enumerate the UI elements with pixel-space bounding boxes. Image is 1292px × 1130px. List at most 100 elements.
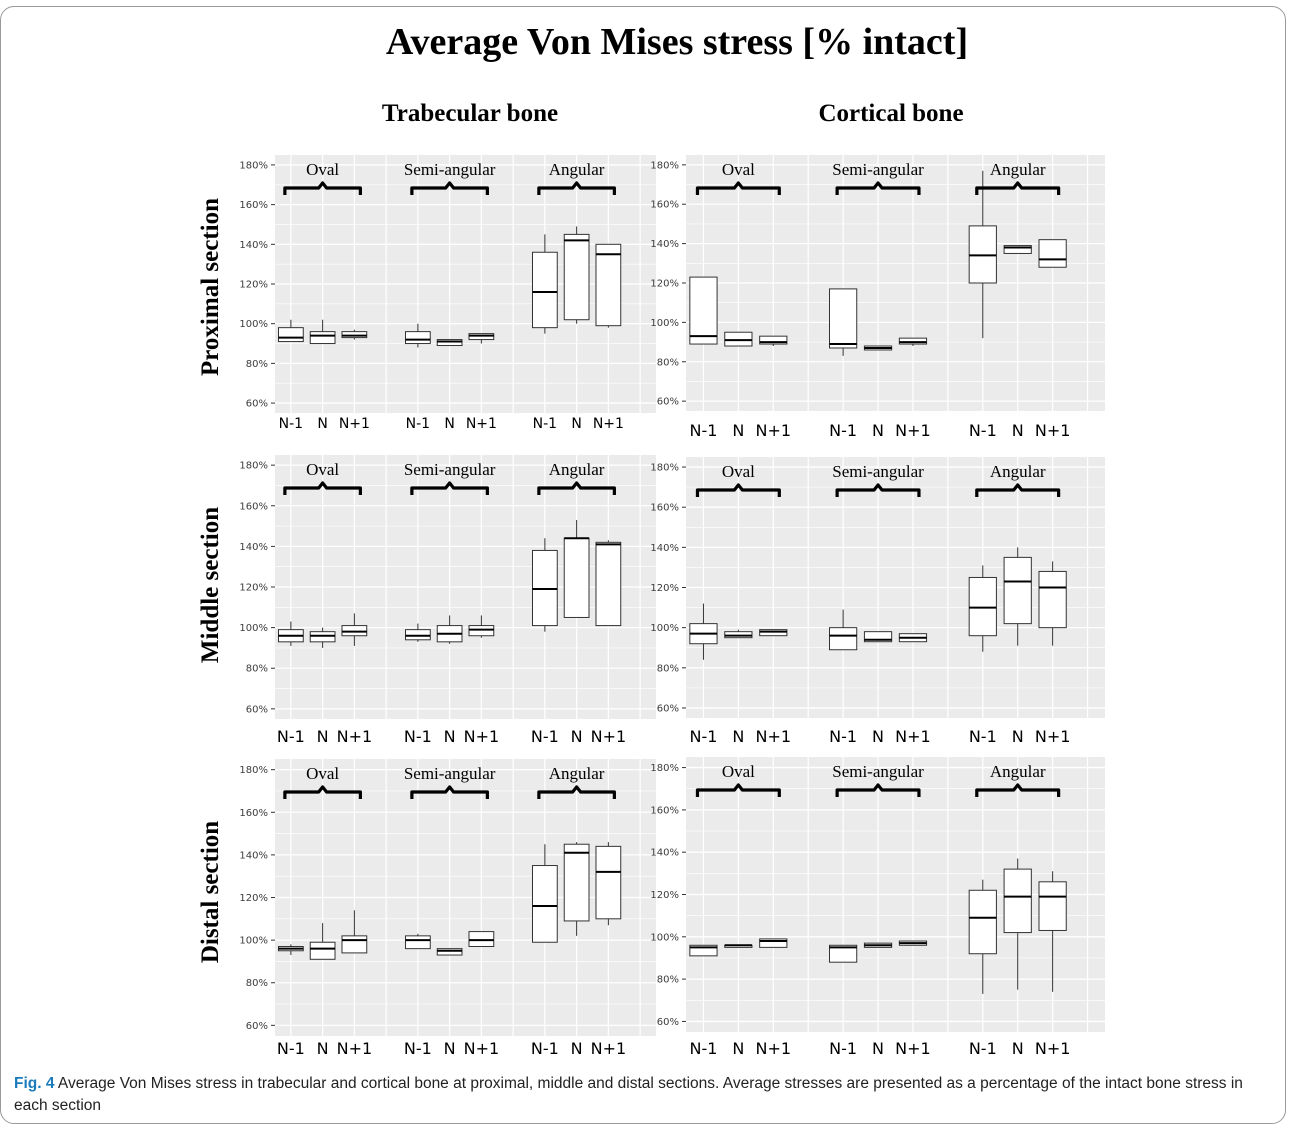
x-category-label: N [1012, 1039, 1024, 1058]
y-tick-label: 180% [239, 461, 268, 472]
group-label: Angular [990, 462, 1046, 481]
y-tick-label: 60% [657, 1017, 679, 1028]
y-tick-label: 180% [650, 463, 679, 474]
x-category-label: N [571, 416, 581, 432]
group-label: Angular [549, 764, 605, 783]
box-semi-angular-n-1 [829, 627, 858, 651]
box-angular-n+1 [595, 243, 622, 327]
x-category-label: N+1 [895, 1039, 931, 1058]
x-category-label: N-1 [829, 727, 857, 746]
group-bracket [537, 181, 616, 195]
x-category-label: N-1 [829, 1039, 857, 1058]
x-category-label: N-1 [279, 416, 303, 432]
box-angular-n [1003, 868, 1032, 934]
box-semi-angular-n-1 [404, 629, 431, 641]
figure-title: Average Von Mises stress [% intact] [386, 21, 968, 63]
group-label: Oval [306, 460, 339, 479]
y-tick-label: 120% [239, 583, 268, 594]
chart-panel-3: 60% 80% 100% 120% 140% 160% 180% Oval N-1 N N+1 Sem… [239, 455, 656, 746]
y-tick-label: 140% [650, 239, 679, 250]
box-semi-angular-n [436, 948, 463, 956]
x-category-label: N+1 [895, 421, 931, 440]
x-category-label: N+1 [337, 1039, 373, 1058]
box-angular-n-1 [531, 251, 558, 329]
group-bracket [410, 785, 489, 799]
x-category-label: N+1 [339, 416, 370, 432]
group-bracket [537, 481, 616, 495]
y-tick-label: 120% [650, 583, 679, 594]
box-oval-n-1 [689, 944, 718, 957]
box-oval-n+1 [759, 629, 788, 637]
box-oval-n+1 [759, 938, 788, 948]
chart-panel-2: 60% 80% 100% 120% 140% 160% 180% Oval N-1 N N+1 Sem… [650, 155, 1105, 440]
y-tick-label: 60% [246, 704, 268, 715]
y-tick-label: 160% [239, 501, 268, 512]
group-label: Oval [722, 160, 755, 179]
group-bracket [410, 181, 489, 195]
x-category-label: N-1 [689, 1039, 717, 1058]
box-angular-n [1003, 556, 1032, 625]
column-title-trabecular: Trabecular bone [382, 100, 558, 127]
y-tick-label: 180% [239, 765, 268, 776]
x-category-label: N-1 [689, 421, 717, 440]
box-angular-n [1003, 245, 1032, 254]
y-tick-label: 60% [657, 703, 679, 714]
y-tick-label: 180% [650, 160, 679, 171]
y-tick-label: 140% [650, 848, 679, 859]
group-bracket [835, 181, 921, 195]
group-label: Oval [722, 462, 755, 481]
box-angular-n-1 [968, 576, 997, 637]
x-category-label: N+1 [466, 416, 497, 432]
y-tick-label: 100% [650, 318, 679, 329]
y-tick-label: 160% [650, 503, 679, 514]
chart-panel-6: 60% 80% 100% 120% 140% 160% 180% Oval N-1 N N+1 Sem… [650, 757, 1105, 1058]
row-title-middle: Middle section [197, 507, 224, 663]
box-oval-n [309, 631, 336, 643]
x-category-label: N-1 [829, 421, 857, 440]
x-category-label: N-1 [404, 1039, 432, 1058]
box-semi-angular-n-1 [404, 331, 431, 345]
box-angular-n+1 [1038, 239, 1067, 268]
group-label: Semi-angular [404, 764, 496, 783]
x-category-label: N+1 [337, 727, 373, 746]
y-tick-label: 100% [650, 623, 679, 634]
box-angular-n-1 [531, 549, 558, 627]
y-tick-label: 160% [239, 808, 268, 819]
figure-caption: Fig. 4 Average Von Mises stress in trabe… [14, 1073, 1276, 1117]
box-angular-n+1 [1038, 570, 1067, 629]
x-category-label: N+1 [756, 1039, 792, 1058]
x-category-label: N [1012, 421, 1024, 440]
x-category-label: N [571, 727, 583, 746]
x-category-label: N [317, 416, 327, 432]
box-angular-n+1 [595, 845, 622, 920]
group-bracket [695, 181, 781, 195]
y-tick-label: 120% [239, 280, 268, 291]
chart-panel-1: 60% 80% 100% 120% 140% 160% 180% Oval N-1 N N+1 Sem… [239, 155, 656, 432]
x-category-label: N-1 [531, 1039, 559, 1058]
x-category-label: N+1 [591, 727, 627, 746]
group-bracket [283, 785, 362, 799]
box-semi-angular-n-1 [404, 935, 431, 950]
x-category-label: N [732, 1039, 744, 1058]
box-semi-angular-n [863, 631, 893, 643]
group-bracket [695, 783, 781, 797]
group-label: Oval [722, 762, 755, 781]
x-category-label: N [444, 727, 456, 746]
group-label: Oval [306, 764, 339, 783]
x-category-label: N-1 [533, 416, 557, 432]
y-tick-label: 100% [239, 319, 268, 330]
chart-panel-4: 60% 80% 100% 120% 140% 160% 180% Oval N-1 N N+1 Sem… [650, 457, 1105, 746]
group-bracket [537, 785, 616, 799]
y-tick-label: 60% [246, 1021, 268, 1032]
column-title-cortical: Cortical bone [818, 100, 963, 127]
x-category-label: N+1 [464, 1039, 500, 1058]
x-category-label: N [1012, 727, 1024, 746]
group-label: Oval [306, 160, 339, 179]
x-category-label: N-1 [531, 727, 559, 746]
x-category-label: N [444, 1039, 456, 1058]
box-angular-n+1 [595, 541, 622, 627]
box-semi-angular-n+1 [468, 931, 495, 948]
x-category-label: N-1 [969, 421, 997, 440]
x-category-label: N-1 [689, 727, 717, 746]
group-bracket [283, 181, 362, 195]
